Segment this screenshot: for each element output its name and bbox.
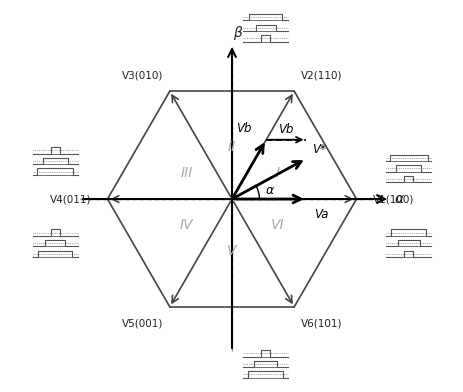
Text: V6(101): V6(101) bbox=[300, 318, 341, 328]
Text: V2(110): V2(110) bbox=[300, 70, 341, 80]
Text: V5(001): V5(001) bbox=[122, 318, 163, 328]
Text: IV: IV bbox=[180, 218, 193, 232]
Text: I: I bbox=[275, 166, 279, 180]
Text: α: α bbox=[265, 184, 273, 197]
Text: V3(010): V3(010) bbox=[122, 70, 163, 80]
Text: V4(011): V4(011) bbox=[50, 194, 91, 204]
Text: V1(100): V1(100) bbox=[372, 194, 413, 204]
Text: III: III bbox=[180, 166, 193, 180]
Text: V*: V* bbox=[312, 143, 326, 156]
Text: VI: VI bbox=[270, 218, 283, 232]
Text: α: α bbox=[394, 192, 403, 206]
Text: V: V bbox=[227, 244, 236, 258]
Text: β: β bbox=[232, 25, 241, 40]
Text: Vb: Vb bbox=[278, 123, 294, 136]
Text: Va: Va bbox=[313, 208, 328, 221]
Text: Vb: Vb bbox=[235, 122, 251, 135]
Text: II: II bbox=[227, 140, 236, 154]
